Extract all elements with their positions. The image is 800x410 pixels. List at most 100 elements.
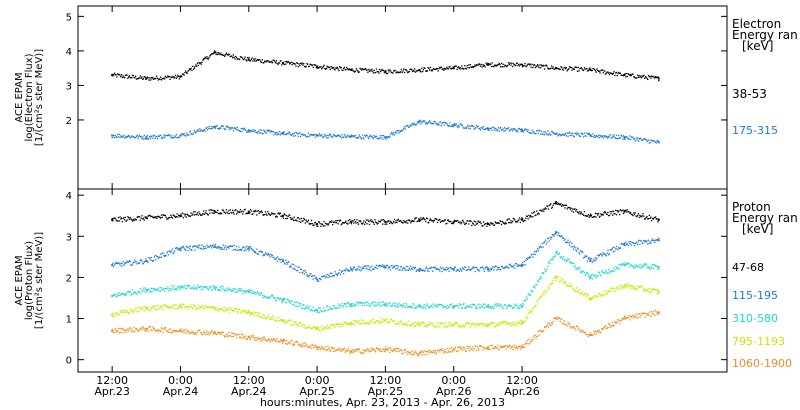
scatter-dot <box>193 285 195 287</box>
scatter-dot <box>272 318 274 320</box>
scatter-dot <box>306 221 308 223</box>
scatter-dot <box>488 223 490 225</box>
scatter-dot <box>267 316 269 318</box>
scatter-dot <box>577 132 579 135</box>
scatter-dot <box>339 220 341 222</box>
scatter-dot <box>516 129 518 131</box>
scatter-dot <box>464 266 466 268</box>
scatter-dot <box>407 351 410 353</box>
scatter-dot <box>492 306 494 308</box>
scatter-dot <box>448 325 450 327</box>
scatter-dot <box>210 307 213 309</box>
scatter-dot <box>558 253 560 255</box>
scatter-dot <box>460 326 462 328</box>
scatter-dot <box>164 75 166 77</box>
scatter-dot <box>343 321 346 324</box>
scatter-dot <box>328 347 330 349</box>
scatter-dot <box>594 212 597 214</box>
scatter-dot <box>361 352 363 354</box>
scatter-dot <box>368 137 370 140</box>
scatter-dot <box>112 135 114 137</box>
scatter-dot <box>300 322 302 324</box>
scatter-dot <box>235 56 238 59</box>
scatter-dot <box>545 270 547 272</box>
scatter-dot <box>563 259 565 261</box>
scatter-dot <box>237 249 239 252</box>
scatter-dot <box>595 296 597 298</box>
scatter-dot <box>301 304 303 306</box>
scatter-dot <box>405 302 407 304</box>
scatter-dot <box>444 268 446 270</box>
scatter-dot <box>302 272 304 274</box>
scatter-dot <box>609 134 611 136</box>
scatter-dot <box>409 325 411 327</box>
scatter-dot <box>371 70 374 72</box>
scatter-dot <box>550 238 552 240</box>
scatter-dot <box>653 217 655 219</box>
scatter-dot <box>431 322 433 324</box>
scatter-dot <box>514 344 516 346</box>
scatter-dot <box>385 221 387 224</box>
scatter-dot <box>503 222 505 224</box>
scatter-dot <box>223 127 225 130</box>
scatter-dot <box>243 336 245 338</box>
scatter-dot <box>130 77 132 79</box>
scatter-dot <box>206 330 208 332</box>
scatter-dot <box>573 136 575 138</box>
scatter-dot <box>241 130 243 132</box>
scatter-dot <box>535 214 537 216</box>
scatter-dot <box>561 323 564 325</box>
scatter-dot <box>303 62 305 65</box>
scatter-dot <box>500 223 503 226</box>
scatter-dot <box>604 253 606 255</box>
scatter-dot <box>220 213 222 215</box>
scatter-dot <box>242 333 244 336</box>
scatter-dot <box>279 212 281 214</box>
scatter-dot <box>310 310 312 312</box>
scatter-dot <box>648 76 650 78</box>
scatter-dot <box>399 323 401 326</box>
scatter-dot <box>285 60 288 63</box>
scatter-dot <box>179 286 181 288</box>
scatter-dot <box>343 349 345 351</box>
scatter-dot <box>278 320 281 322</box>
scatter-dot <box>638 216 640 218</box>
scatter-dot <box>153 256 156 258</box>
scatter-dot <box>117 74 120 76</box>
scatter-dot <box>447 125 450 127</box>
scatter-dot <box>119 136 121 139</box>
scatter-dot <box>212 244 214 246</box>
scatter-dot <box>479 267 482 269</box>
scatter-dot <box>303 65 306 68</box>
scatter-dot <box>477 125 479 128</box>
scatter-dot <box>319 223 321 225</box>
scatter-dot <box>350 220 352 223</box>
scatter-dot <box>287 321 289 323</box>
scatter-dot <box>340 223 342 226</box>
scatter-dot <box>270 318 272 320</box>
scatter-dot <box>583 257 585 259</box>
scatter-dot <box>622 212 625 215</box>
scatter-dot <box>548 204 550 206</box>
scatter-dot <box>216 52 218 54</box>
scatter-dot <box>138 77 141 79</box>
scatter-dot <box>274 297 276 299</box>
scatter-dot <box>293 343 295 345</box>
scatter-dot <box>173 136 175 139</box>
scatter-dot <box>654 288 656 290</box>
scatter-dot <box>375 320 378 322</box>
scatter-dot <box>454 219 456 221</box>
scatter-dot <box>547 287 549 289</box>
data-point <box>623 210 626 213</box>
scatter-dot <box>317 326 319 328</box>
scatter-dot <box>525 128 528 131</box>
scatter-dot <box>228 307 230 309</box>
scatter-dot <box>287 215 289 218</box>
scatter-dot <box>251 57 253 59</box>
scatter-dot <box>429 267 431 269</box>
scatter-dot <box>443 326 445 328</box>
scatter-dot <box>655 218 657 220</box>
scatter-dot <box>432 349 435 352</box>
scatter-dot <box>424 121 426 123</box>
scatter-dot <box>583 256 586 258</box>
